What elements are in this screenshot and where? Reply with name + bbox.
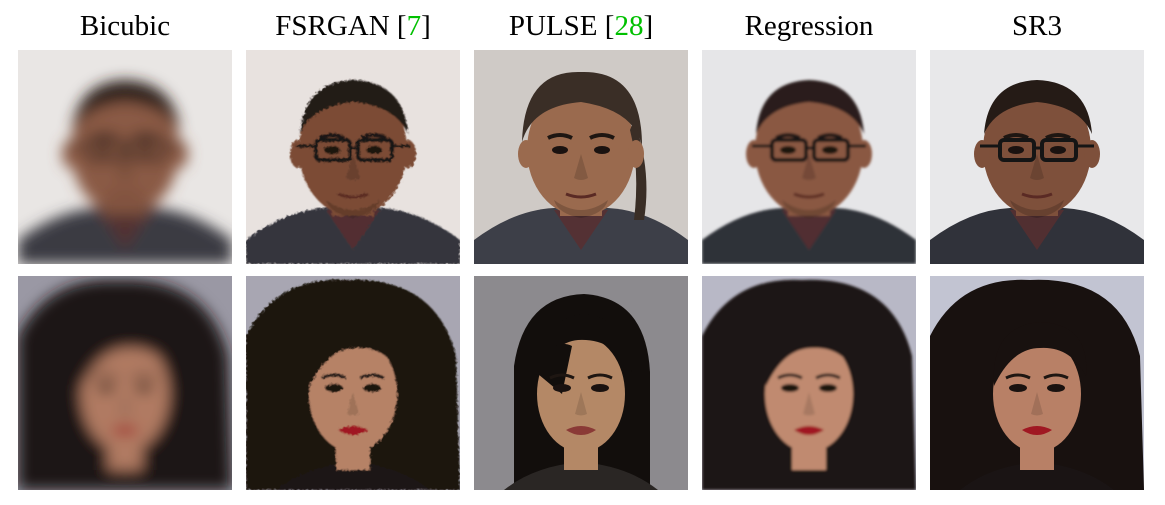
citation-bracket-open: [: [604, 10, 615, 42]
method-label: PULSE: [508, 10, 598, 42]
face-image: [246, 50, 460, 264]
face-thumbnail: [702, 276, 916, 490]
face-image: [246, 276, 460, 490]
method-label: Bicubic: [79, 10, 171, 42]
face-image: [18, 276, 232, 490]
face-thumbnail: [702, 50, 916, 264]
face-thumbnail: [474, 276, 688, 490]
citation-bracket-close: ]: [421, 10, 431, 42]
column-header-fsrgan: FSRGAN [7]: [246, 6, 460, 46]
face-image: [18, 50, 232, 264]
face-thumbnail: [18, 50, 232, 264]
method-label: SR3: [1012, 10, 1062, 42]
face-image: [930, 276, 1144, 490]
face-thumbnail: [18, 276, 232, 490]
face-thumbnail: [474, 50, 688, 264]
citation-number[interactable]: 7: [406, 10, 422, 42]
face-thumbnail: [930, 50, 1144, 264]
face-image: [702, 276, 916, 490]
citation-bracket-close: ]: [643, 10, 654, 42]
column-header-bicubic: Bicubic: [18, 6, 232, 46]
face-image: [474, 276, 688, 490]
column-header-sr3: SR3: [930, 6, 1144, 46]
method-label: Regression: [744, 10, 874, 42]
method-label: FSRGAN: [275, 10, 390, 42]
face-image: [702, 50, 916, 264]
face-image: [474, 50, 688, 264]
face-image: [930, 50, 1144, 264]
column-header-pulse: PULSE [28]: [474, 6, 688, 46]
citation-bracket-open: [: [396, 10, 407, 42]
face-thumbnail: [246, 50, 460, 264]
face-thumbnail: [930, 276, 1144, 490]
column-header-regression: Regression: [702, 6, 916, 46]
citation-number[interactable]: 28: [614, 10, 644, 42]
face-thumbnail: [246, 276, 460, 490]
